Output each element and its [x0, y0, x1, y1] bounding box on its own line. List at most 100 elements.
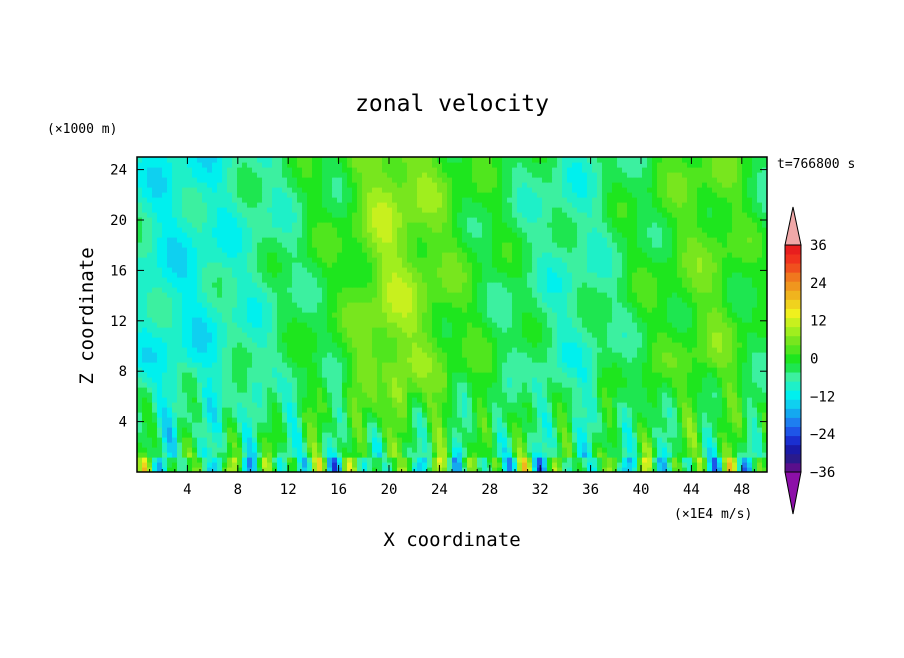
- field-cell: [277, 307, 283, 313]
- field-cell: [327, 417, 333, 423]
- field-cell: [177, 422, 183, 428]
- field-cell: [212, 442, 218, 448]
- field-cell: [277, 337, 283, 343]
- field-cell: [462, 462, 468, 468]
- field-cell: [227, 362, 233, 368]
- field-cell: [357, 372, 363, 378]
- field-cell: [737, 297, 743, 303]
- field-cell: [162, 307, 168, 313]
- field-cell: [497, 467, 503, 472]
- field-cell: [452, 432, 458, 438]
- field-cell: [682, 317, 688, 323]
- field-cell: [632, 367, 638, 373]
- field-cell: [167, 327, 173, 333]
- field-cell: [617, 422, 623, 428]
- field-cell: [332, 442, 338, 448]
- field-cell: [247, 307, 253, 313]
- field-cell: [657, 327, 663, 333]
- field-cell: [292, 292, 298, 298]
- field-cell: [557, 392, 563, 398]
- field-cell: [152, 367, 158, 373]
- field-cell: [317, 432, 323, 438]
- field-cell: [142, 407, 148, 413]
- field-cell: [597, 312, 603, 318]
- field-cell: [647, 462, 653, 468]
- field-cell: [657, 312, 663, 318]
- field-cell: [387, 367, 393, 373]
- field-cell: [172, 462, 178, 468]
- field-cell: [442, 352, 448, 358]
- field-cell: [242, 402, 248, 408]
- field-cell: [617, 402, 623, 408]
- field-cell: [742, 442, 748, 448]
- field-cell: [657, 342, 663, 348]
- field-cell: [422, 437, 428, 443]
- field-cell: [437, 337, 443, 343]
- field-cell: [342, 382, 348, 388]
- field-cell: [612, 442, 618, 448]
- field-cell: [272, 427, 278, 433]
- field-cell: [142, 342, 148, 348]
- field-cell: [152, 342, 158, 348]
- field-cell: [287, 427, 293, 433]
- field-cell: [217, 297, 223, 303]
- field-cell: [507, 302, 513, 308]
- field-cell: [677, 302, 683, 308]
- field-cell: [332, 372, 338, 378]
- field-cell: [597, 357, 603, 363]
- field-cell: [542, 452, 548, 458]
- field-cell: [407, 372, 413, 378]
- field-cell: [147, 357, 153, 363]
- field-cell: [392, 297, 398, 303]
- field-cell: [657, 287, 663, 293]
- field-cell: [432, 337, 438, 343]
- field-cell: [572, 332, 578, 338]
- field-cell: [627, 282, 633, 288]
- field-cell: [302, 292, 308, 298]
- field-cell: [412, 382, 418, 388]
- field-cell: [162, 452, 168, 458]
- field-cell: [502, 292, 508, 298]
- field-cell: [717, 457, 723, 463]
- field-cell: [142, 447, 148, 453]
- field-cell: [167, 382, 173, 388]
- field-cell: [437, 312, 443, 318]
- field-cell: [602, 277, 608, 283]
- field-cell: [272, 297, 278, 303]
- field-cell: [507, 277, 513, 283]
- field-cell: [482, 452, 488, 458]
- field-cell: [442, 292, 448, 298]
- field-cell: [317, 277, 323, 283]
- field-cell: [757, 437, 763, 443]
- field-cell: [307, 382, 313, 388]
- field-cell: [712, 392, 718, 398]
- field-cell: [692, 377, 698, 383]
- field-cell: [282, 407, 288, 413]
- field-cell: [317, 382, 323, 388]
- field-cell: [517, 372, 523, 378]
- field-cell: [582, 432, 588, 438]
- field-cell: [227, 407, 233, 413]
- field-cell: [327, 452, 333, 458]
- field-cell: [157, 412, 163, 418]
- field-cell: [282, 297, 288, 303]
- field-cell: [492, 322, 498, 328]
- field-cell: [692, 447, 698, 453]
- field-cell: [182, 342, 188, 348]
- field-cell: [547, 287, 553, 293]
- field-cell: [732, 337, 738, 343]
- field-cell: [692, 282, 698, 288]
- field-cell: [227, 392, 233, 398]
- field-cell: [162, 272, 168, 278]
- field-cell: [342, 452, 348, 458]
- field-cell: [372, 342, 378, 348]
- field-cell: [482, 327, 488, 333]
- field-cell: [492, 297, 498, 303]
- field-cell: [237, 417, 243, 423]
- field-cell: [532, 292, 538, 298]
- field-cell: [482, 407, 488, 413]
- field-cell: [147, 317, 153, 323]
- field-cell: [487, 377, 493, 383]
- field-cell: [277, 412, 283, 418]
- field-cell: [137, 427, 143, 433]
